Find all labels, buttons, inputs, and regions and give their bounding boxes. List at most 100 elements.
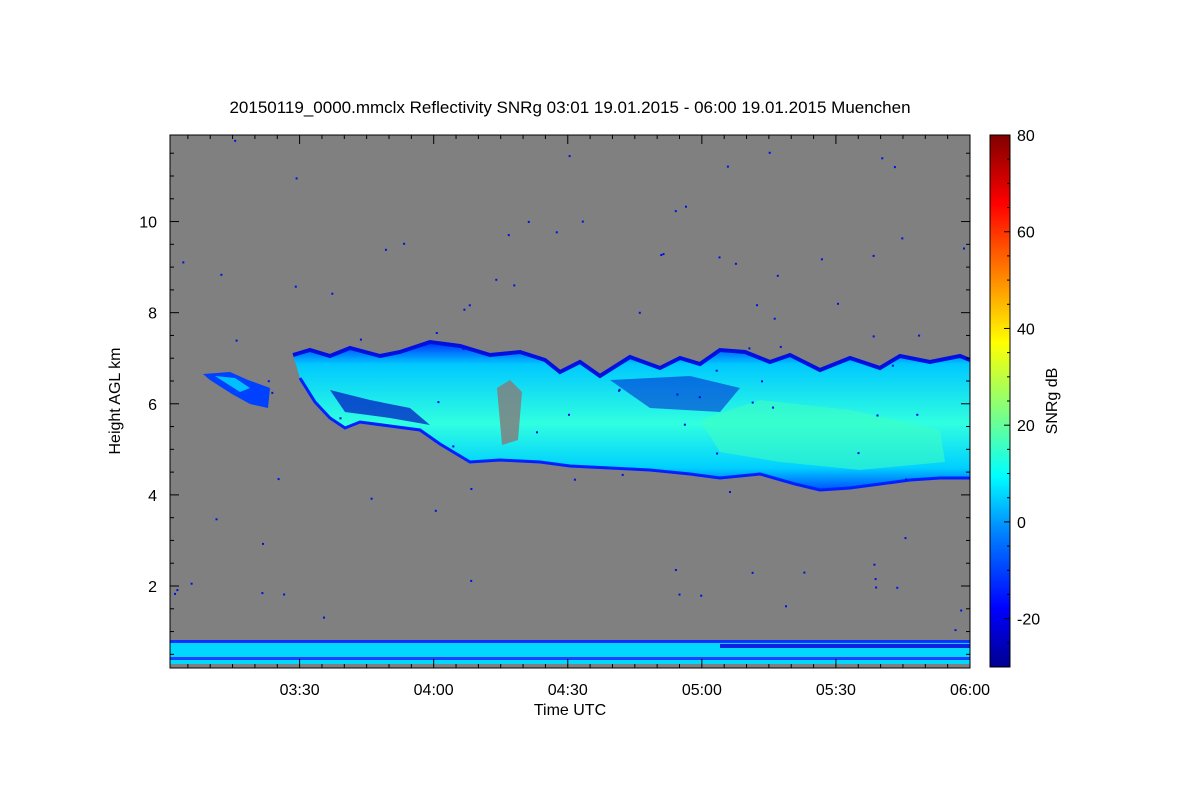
noise-speckle <box>452 445 455 448</box>
noise-speckle <box>621 473 624 476</box>
noise-speckle <box>748 347 751 350</box>
cloud-weak-patch <box>330 390 430 425</box>
x-tick-label: 04:30 <box>548 682 588 699</box>
noise-speckle <box>470 488 473 490</box>
noise-speckle <box>176 589 179 592</box>
noise-speckle <box>674 210 677 213</box>
x-tick-label: 04:00 <box>414 682 454 699</box>
surface-layer-dark-band <box>720 644 970 648</box>
noise-speckle <box>220 273 223 276</box>
noise-speckle <box>698 396 701 399</box>
chart-title: 20150119_0000.mmclx Reflectivity SNRg 03… <box>229 98 911 117</box>
noise-speckle <box>963 247 965 250</box>
noise-speckle <box>495 278 498 281</box>
x-tick-label: 06:00 <box>950 682 990 699</box>
surface-layer-top <box>170 640 970 643</box>
noise-speckle <box>715 369 718 372</box>
noise-speckle <box>234 139 237 142</box>
noise-speckle <box>872 254 875 257</box>
noise-speckle <box>581 220 584 223</box>
cloud-fragment-core <box>215 376 250 392</box>
y-tick-label: 6 <box>148 397 157 414</box>
noise-speckle <box>190 582 193 585</box>
noise-speckles <box>174 139 965 632</box>
noise-speckle <box>568 155 571 158</box>
noise-speckle <box>370 497 373 500</box>
noise-speckle <box>507 234 510 237</box>
x-axis-label: Time UTC <box>534 702 606 719</box>
noise-speckle <box>513 284 516 287</box>
noise-speckle <box>294 285 297 288</box>
noise-speckle <box>435 332 438 334</box>
noise-speckle <box>323 616 325 619</box>
noise-speckle <box>700 594 703 597</box>
noise-speckle <box>718 256 721 259</box>
noise-speckle <box>685 205 687 208</box>
noise-speckle <box>660 254 663 256</box>
plot-frame <box>169 134 971 669</box>
cloud-fragment <box>203 372 270 408</box>
noise-speckle <box>331 292 334 295</box>
noise-speckle <box>756 304 758 307</box>
noise-speckle <box>873 563 876 566</box>
y-axis-label: Height AGL km <box>107 347 124 454</box>
noise-speckle <box>182 261 185 264</box>
noise-speckle <box>881 157 884 160</box>
colorbar-label: SNRg dB <box>1044 368 1061 435</box>
noise-speckle <box>463 308 466 311</box>
noise-speckle <box>876 414 879 417</box>
noise-speckle <box>676 393 679 396</box>
surface-layer-band <box>170 657 970 660</box>
noise-speckle <box>674 569 677 571</box>
noise-speckle <box>820 258 823 261</box>
cloud-base-edge <box>298 377 970 492</box>
noise-speckle <box>555 231 558 234</box>
noise-speckle <box>262 542 264 545</box>
y-tick-label: 8 <box>148 306 157 323</box>
noise-speckle <box>960 609 963 612</box>
noise-speckle <box>277 478 280 481</box>
colorbar-tick-label: 0 <box>1017 515 1026 532</box>
noise-speckle <box>918 334 921 337</box>
colorbar-tick-label: 80 <box>1017 128 1035 145</box>
noise-speckle <box>683 423 686 426</box>
noise-speckle <box>901 237 904 240</box>
noise-speckle <box>785 605 787 608</box>
noise-speckle <box>662 253 665 256</box>
noise-speckle <box>716 452 719 455</box>
noise-speckle <box>751 571 754 574</box>
noise-speckle <box>891 364 894 367</box>
noise-speckle <box>729 491 731 493</box>
noise-speckle <box>235 339 238 342</box>
x-tick-label: 03:30 <box>280 682 320 699</box>
noise-speckle <box>283 593 286 596</box>
noise-speckle <box>904 537 907 540</box>
noise-speckle <box>726 165 729 168</box>
noise-speckle <box>462 348 465 350</box>
x-tick-label: 05:00 <box>682 682 722 699</box>
noise-speckle <box>174 592 176 595</box>
noise-speckle <box>837 302 839 305</box>
noise-speckle <box>437 401 440 404</box>
y-tick-label: 4 <box>148 488 157 505</box>
noise-speckle <box>339 417 342 420</box>
colorbar-tick-label: -20 <box>1017 612 1040 629</box>
cloud-top-edge <box>292 339 970 379</box>
noise-speckle <box>857 452 860 455</box>
noise-speckle <box>734 262 737 265</box>
noise-speckle <box>403 242 406 245</box>
noise-speckle <box>773 317 776 320</box>
y-tick-label: 2 <box>148 579 157 596</box>
colorbar-tick-label: 60 <box>1017 225 1035 242</box>
noise-speckle <box>215 518 218 521</box>
noise-speckle <box>803 571 806 574</box>
noise-speckle <box>618 388 621 391</box>
noise-speckle <box>896 586 899 589</box>
cloud-gap <box>497 380 522 445</box>
colorbar-tick-label: 20 <box>1017 418 1035 435</box>
noise-speckle <box>359 338 362 341</box>
surface-layer <box>170 640 970 664</box>
noise-speckle <box>893 166 896 169</box>
noise-speckle <box>568 413 570 416</box>
noise-speckle <box>468 304 471 307</box>
